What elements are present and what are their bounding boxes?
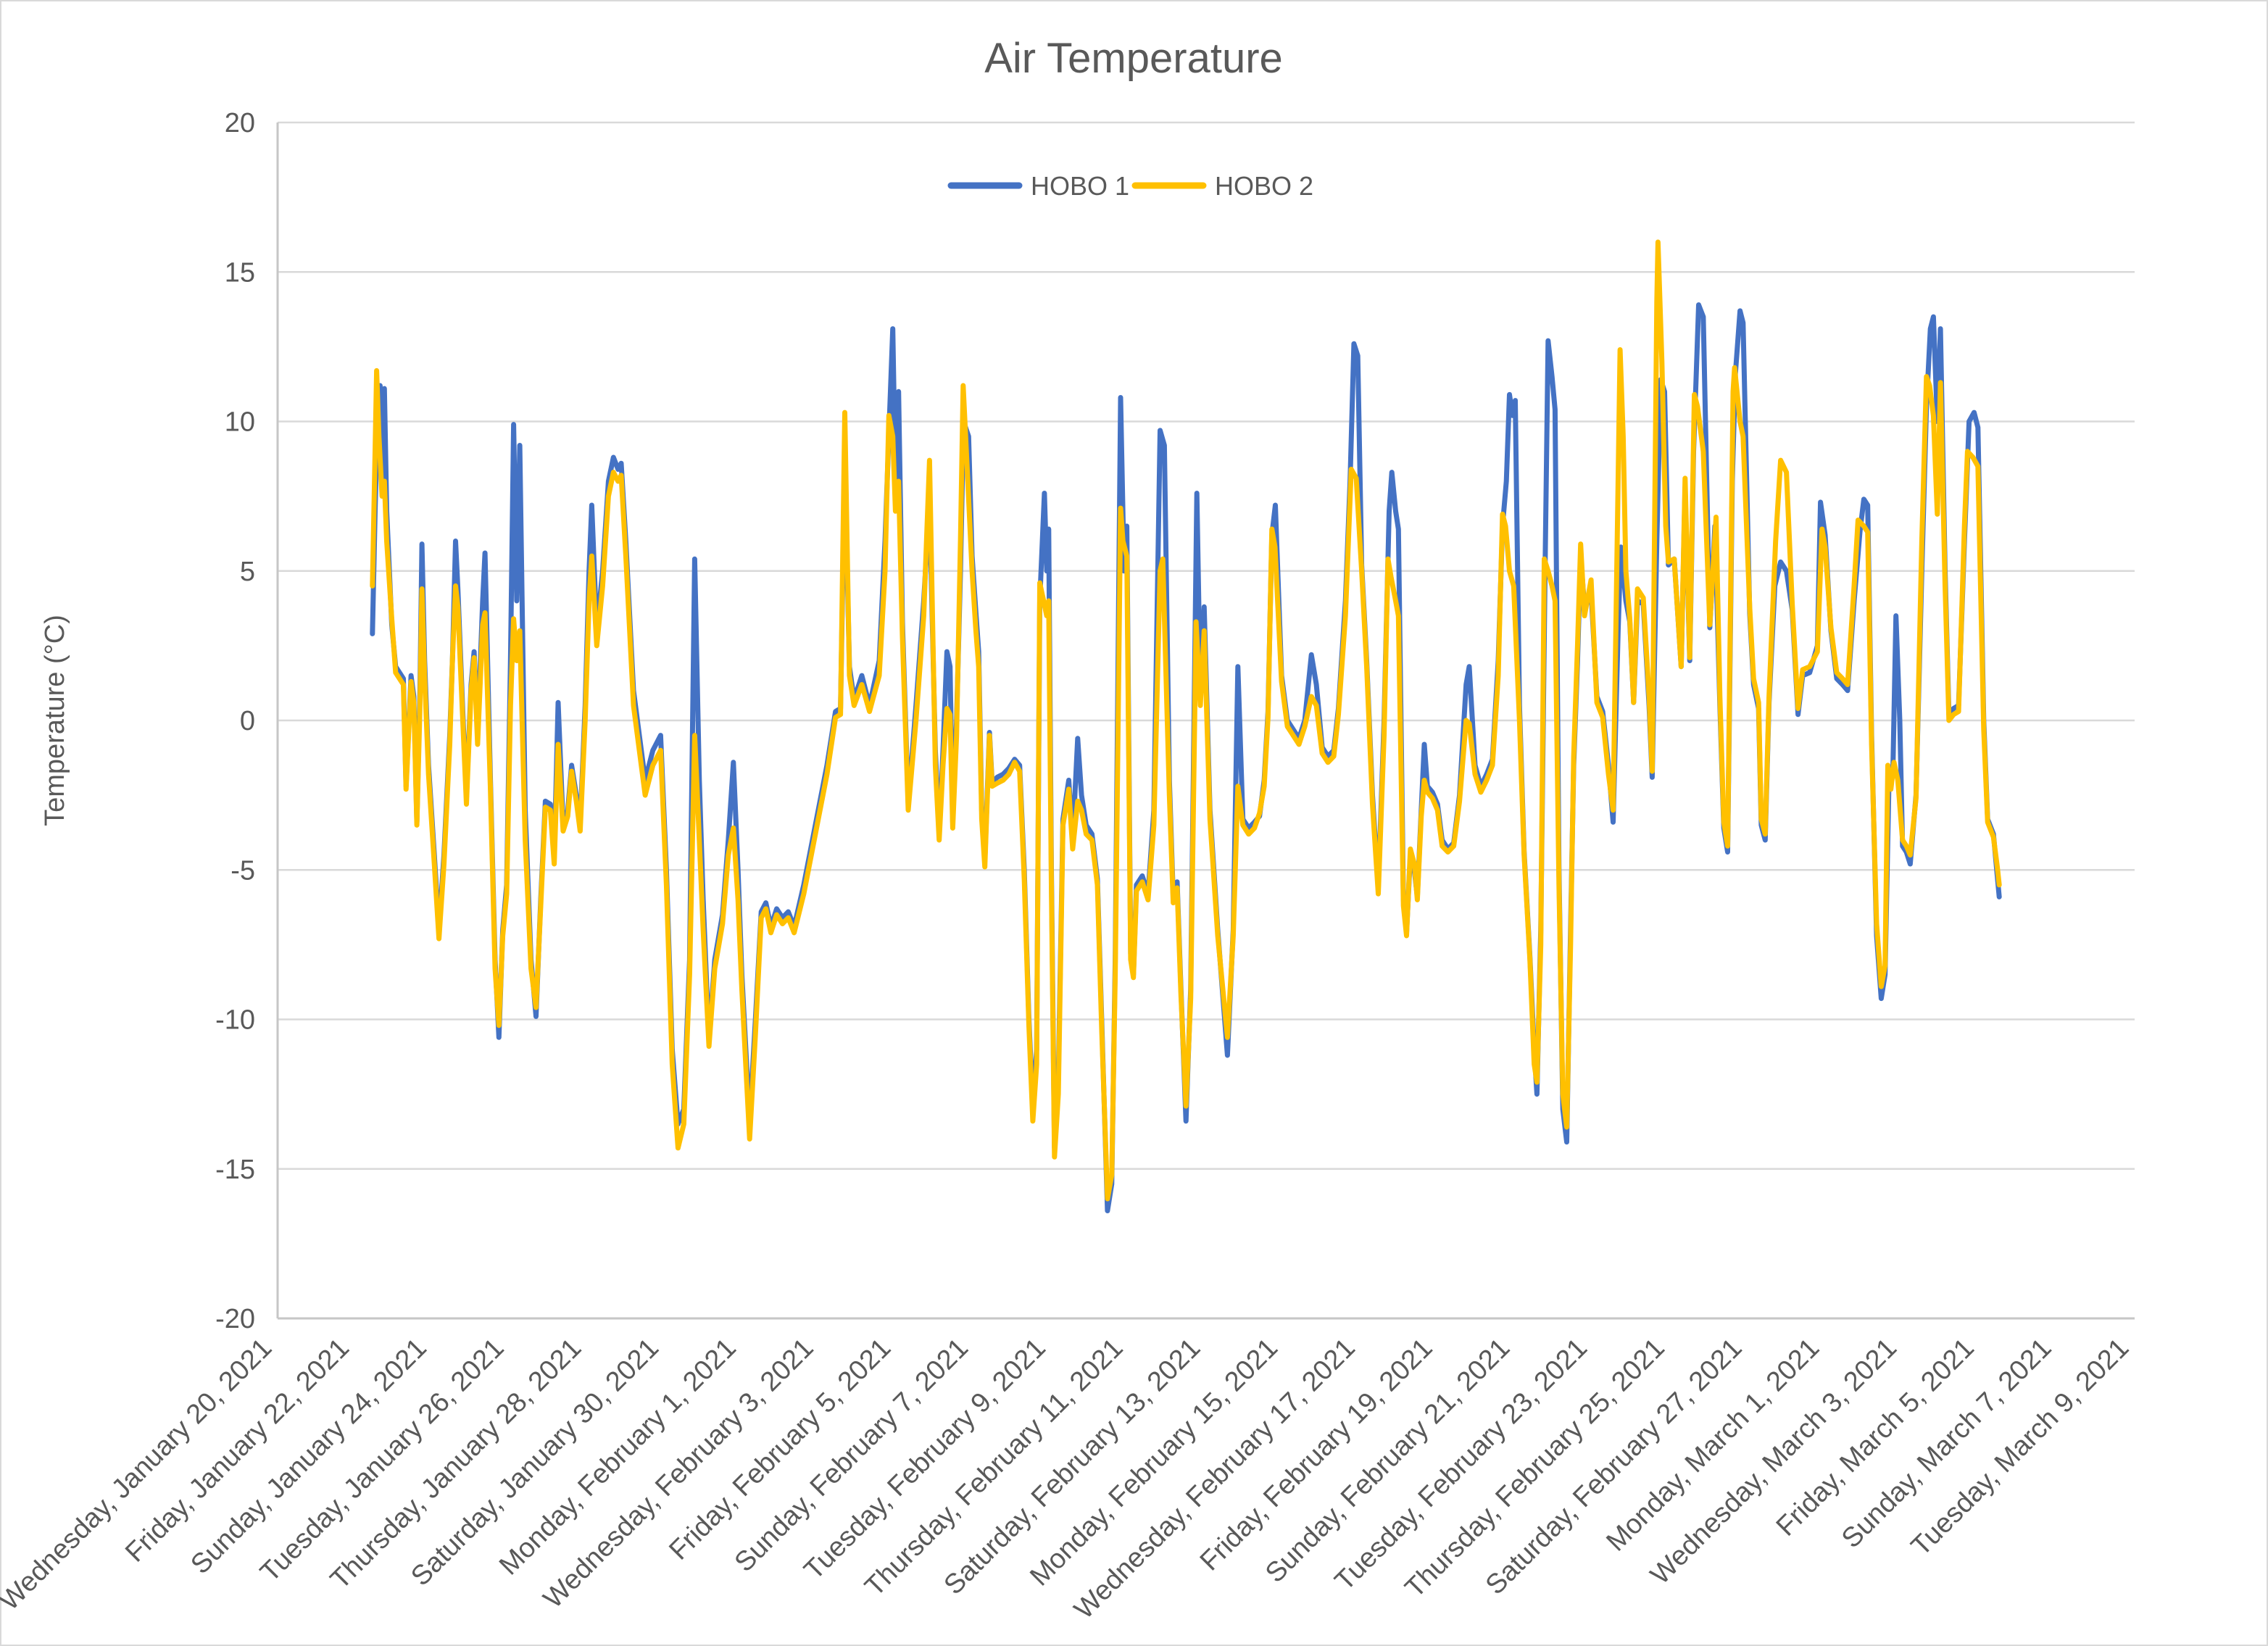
y-tick-label--15: -15 <box>215 1155 255 1185</box>
y-tick-label-20: 20 <box>225 108 255 138</box>
series-line-hobo-2[interactable] <box>370 239 2002 1202</box>
y-tick-label--20: -20 <box>215 1304 255 1334</box>
legend-label-hobo-2: HOBO 2 <box>1215 171 1313 201</box>
y-tick-label-15: 15 <box>225 257 255 288</box>
axes <box>276 122 2135 1320</box>
legend-item-hobo-2[interactable]: HOBO 2 <box>1131 171 1313 201</box>
y-tick-label-5: 5 <box>240 557 255 587</box>
plot-series <box>370 239 2002 1213</box>
y-tick-label-0: 0 <box>240 706 255 736</box>
y-tick-label-10: 10 <box>225 407 255 438</box>
y-tick-label--10: -10 <box>215 1005 255 1036</box>
chart-title[interactable]: Air Temperature <box>984 35 1283 82</box>
y-axis-title[interactable]: Temperature (°C) <box>40 615 70 826</box>
legend-label-hobo-1: HOBO 1 <box>1031 171 1129 201</box>
y-tick-label--5: -5 <box>230 855 255 886</box>
y-axis-tick-labels: -20 -15 -10 -5 0 5 10 15 20 <box>215 108 255 1334</box>
legend: HOBO 1 HOBO 2 <box>947 171 1313 201</box>
legend-item-hobo-1[interactable]: HOBO 1 <box>947 171 1129 201</box>
